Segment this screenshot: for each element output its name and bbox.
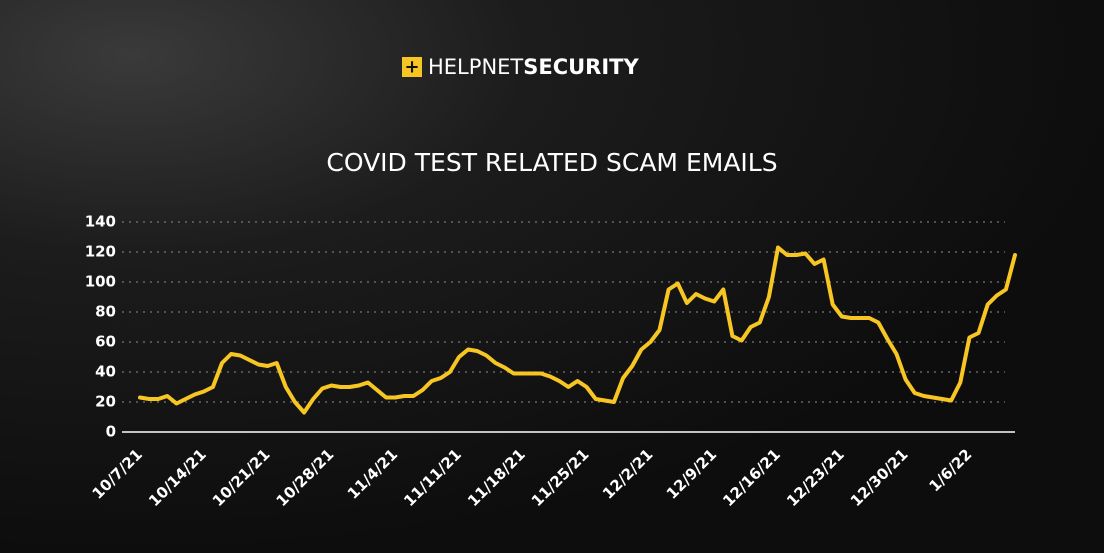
logo-part: SECURITY bbox=[523, 55, 639, 79]
y-tick-label: 140 bbox=[85, 213, 116, 231]
logo-text: HELPNETSECURITY bbox=[428, 55, 639, 79]
chart-title: COVID TEST RELATED SCAM EMAILS bbox=[326, 148, 777, 177]
y-tick-label: 20 bbox=[95, 393, 116, 411]
y-tick-label: 120 bbox=[85, 243, 116, 261]
y-tick-label: 60 bbox=[95, 333, 116, 351]
y-tick-label: 100 bbox=[85, 273, 116, 291]
logo-part: NET bbox=[481, 55, 523, 79]
logo-part: HELP bbox=[428, 55, 481, 79]
logo-icon: + bbox=[404, 57, 419, 78]
data-line bbox=[138, 245, 1017, 415]
y-tick-label: 40 bbox=[95, 363, 116, 381]
y-tick-label: 80 bbox=[95, 303, 116, 321]
logo-box bbox=[402, 57, 422, 77]
y-tick-label: 0 bbox=[106, 423, 116, 441]
